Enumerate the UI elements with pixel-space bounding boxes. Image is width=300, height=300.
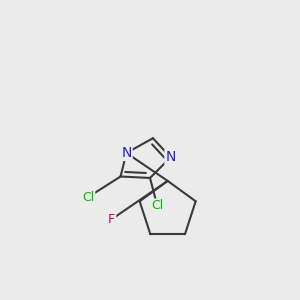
- Text: Cl: Cl: [151, 200, 164, 212]
- Text: N: N: [121, 146, 132, 160]
- Text: Cl: Cl: [82, 190, 94, 204]
- Text: N: N: [165, 150, 176, 164]
- Text: F: F: [108, 213, 115, 226]
